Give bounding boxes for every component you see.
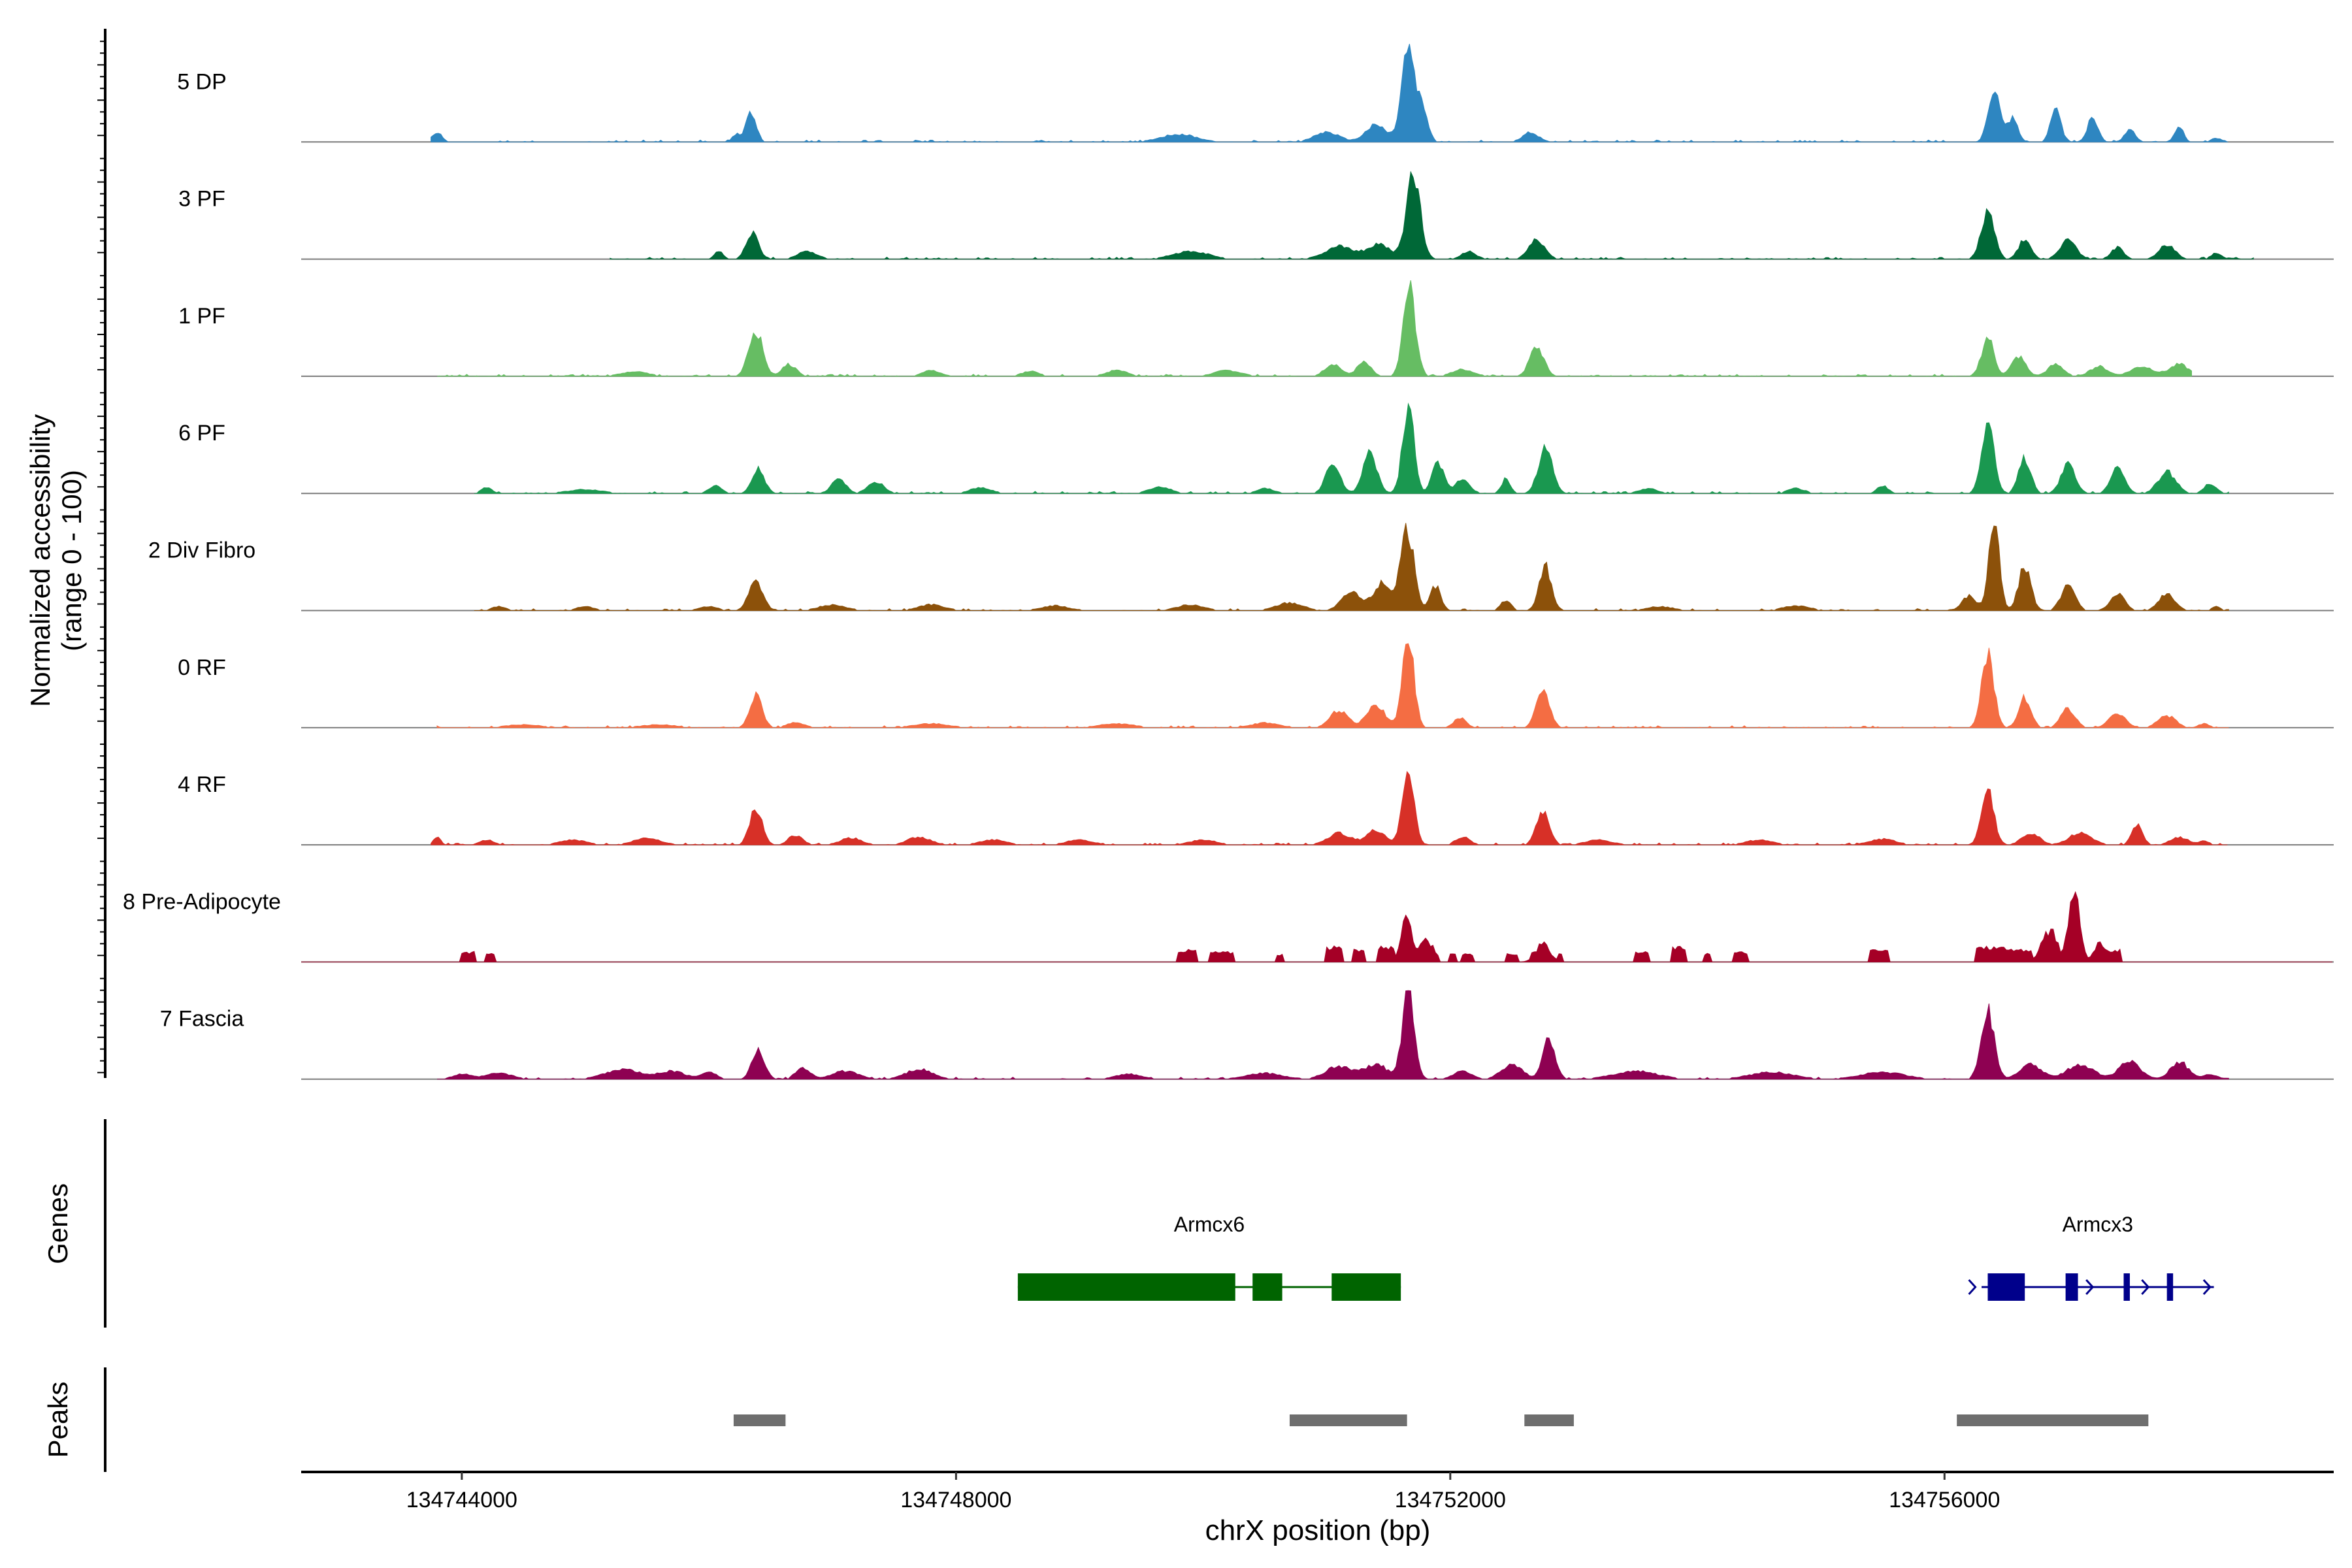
- peak-region: [1289, 1414, 1407, 1426]
- track-label: 4 RF: [178, 772, 226, 797]
- track-2-div-fibro: 2 Div Fibro: [148, 523, 2334, 612]
- track-4-rf: 4 RF: [178, 770, 2334, 846]
- x-tick-label: 134752000: [1395, 1488, 1506, 1512]
- track-8-pre-adipocyte: 8 Pre-Adipocyte: [123, 889, 2334, 963]
- track-6-pf: 6 PF: [178, 402, 2334, 495]
- gene-exon: [2065, 1273, 2078, 1301]
- coverage-area: [610, 171, 2254, 260]
- coverage-area: [301, 890, 2333, 962]
- x-tick-label: 134744000: [406, 1488, 517, 1512]
- track-label: 5 DP: [177, 69, 227, 94]
- coverage-area: [431, 770, 2228, 845]
- peak-region: [733, 1414, 786, 1426]
- coverage-area: [437, 990, 2229, 1080]
- x-tick-label: 134748000: [900, 1488, 1011, 1512]
- coverage-tracks: 5 DP 3 PF 1 PF 6 PF 2 Div Fibro 0 RF 4 RF 8 Pre…: [123, 44, 2334, 1080]
- x-tick-label: 134756000: [1889, 1488, 2000, 1512]
- peaks-track: [733, 1414, 2149, 1426]
- x-axis-title: chrX position (bp): [1205, 1514, 1431, 1546]
- coverage-area: [474, 523, 2229, 612]
- coverage-area: [436, 643, 2229, 728]
- track-0-rf: 0 RF: [178, 643, 2334, 728]
- peaks-panel-label: Peaks: [42, 1382, 73, 1458]
- coverage-y-ticks: [97, 41, 105, 1073]
- gene-exon: [1331, 1273, 1401, 1301]
- track-1-pf: 1 PF: [178, 280, 2334, 377]
- gene-label: Armcx3: [2063, 1213, 2133, 1236]
- peak-region: [1524, 1414, 1574, 1426]
- track-label: 0 RF: [178, 655, 226, 680]
- gene-exon: [1017, 1273, 1235, 1301]
- track-3-pf: 3 PF: [178, 171, 2334, 260]
- strand-arrow: [2202, 1279, 2212, 1296]
- gene-exon: [2166, 1273, 2174, 1301]
- x-axis-ticks: 134744000 134748000 134752000 134756000: [406, 1472, 2000, 1512]
- peak-region: [1957, 1414, 2149, 1426]
- gene-exon: [1987, 1273, 2025, 1301]
- track-7-fascia: 7 Fascia: [160, 990, 2334, 1080]
- y-axis-title-line1: Normalized accessibility: [25, 414, 56, 707]
- coverage-area: [436, 280, 2192, 377]
- gene-exon: [1252, 1273, 1282, 1301]
- track-5-dp: 5 DP: [177, 44, 2334, 143]
- strand-arrow: [2085, 1279, 2095, 1296]
- gene-label: Armcx6: [1174, 1213, 1245, 1236]
- gene-exon: [2123, 1273, 2130, 1301]
- coverage-area: [474, 402, 2229, 494]
- track-label: 3 PF: [178, 187, 225, 212]
- gene-armcx3: Armcx3: [1968, 1213, 2214, 1301]
- track-label: 1 PF: [178, 304, 225, 329]
- track-label: 2 Div Fibro: [148, 538, 255, 563]
- track-label: 6 PF: [178, 421, 225, 446]
- genes-panel-label: Genes: [42, 1183, 73, 1264]
- track-label: 7 Fascia: [160, 1007, 244, 1032]
- coverage-area: [431, 44, 2229, 142]
- track-label: 8 Pre-Adipocyte: [123, 889, 281, 914]
- gene-armcx6: Armcx6: [1017, 1213, 1401, 1301]
- strand-arrow: [2141, 1279, 2150, 1296]
- strand-arrow: [1968, 1279, 1977, 1296]
- y-axis-title-line2: (range 0 - 100): [56, 470, 87, 651]
- gene-track: Armcx6 Armcx3: [1017, 1213, 2214, 1301]
